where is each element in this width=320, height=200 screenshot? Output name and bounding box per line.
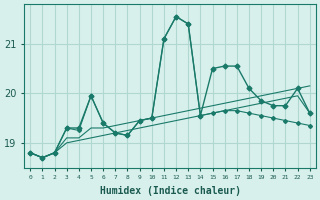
X-axis label: Humidex (Indice chaleur): Humidex (Indice chaleur) <box>100 186 241 196</box>
